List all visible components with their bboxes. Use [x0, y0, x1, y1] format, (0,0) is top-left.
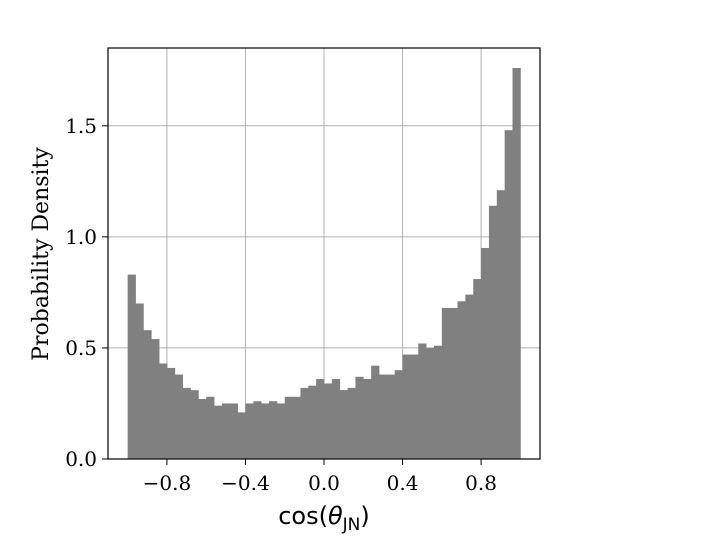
- histogram-bar: [465, 294, 474, 459]
- y-tick-label: 0.0: [65, 447, 97, 471]
- x-tick-label: −0.4: [221, 471, 270, 495]
- histogram-bar: [151, 339, 160, 459]
- histogram-bar: [316, 379, 325, 459]
- y-tick-label: 1.0: [65, 225, 97, 249]
- histogram-bar: [198, 399, 207, 459]
- histogram-bar: [481, 247, 490, 459]
- histogram-bar: [221, 403, 231, 459]
- histogram-bar: [174, 374, 184, 459]
- histogram-bar: [206, 396, 215, 459]
- histogram-bar: [371, 365, 380, 459]
- histogram-bar: [394, 370, 403, 459]
- histogram-bar: [324, 383, 333, 459]
- histogram-bar: [237, 412, 246, 459]
- x-axis-label-base: cos(: [278, 502, 328, 530]
- histogram-bar: [386, 374, 396, 459]
- histogram-bar: [284, 396, 293, 459]
- histogram-bar: [363, 379, 372, 459]
- histogram-bar: [261, 403, 270, 459]
- x-axis-label-symbol: θ: [328, 502, 343, 530]
- histogram-bar: [245, 403, 254, 459]
- histogram-bar: [402, 354, 411, 459]
- histogram-bar: [457, 301, 466, 459]
- histogram-bar: [441, 307, 451, 459]
- histogram-bar: [190, 390, 199, 459]
- histogram-bar: [292, 396, 301, 459]
- histogram-bar: [473, 279, 482, 459]
- x-tick-label: 0.8: [465, 471, 497, 495]
- histogram-bar: [253, 401, 262, 459]
- histogram-bar: [159, 363, 168, 459]
- y-tick-label: 1.5: [65, 114, 97, 138]
- histogram-bar: [143, 330, 152, 459]
- histogram-bar: [426, 347, 435, 459]
- histogram-bar: [378, 374, 388, 459]
- histogram-bar: [182, 387, 191, 459]
- x-tick-label: −0.8: [143, 471, 192, 495]
- histogram-bar: [339, 390, 348, 459]
- histogram-bar: [433, 345, 443, 459]
- x-axis-label: cos(θJN): [278, 502, 370, 535]
- histogram-bar: [347, 387, 356, 459]
- histogram-bar: [355, 376, 364, 459]
- histogram-bar: [269, 401, 278, 459]
- histogram-bar: [135, 303, 144, 459]
- histogram-bars: [127, 67, 521, 459]
- axis-ticks: −0.8 −0.4 0.0 0.4 0.8 0.0 0.5 1.0 1.5: [65, 114, 497, 495]
- histogram-bar: [166, 367, 176, 459]
- histogram-bar: [331, 379, 341, 459]
- histogram-bar: [504, 130, 513, 459]
- y-tick-label: 0.5: [65, 336, 97, 360]
- y-axis-label: Probability Density: [29, 147, 54, 361]
- histogram-bar: [300, 387, 309, 459]
- x-tick-label: 0.4: [387, 471, 419, 495]
- histogram-bar: [410, 354, 419, 459]
- x-axis-label-subscript: JN: [342, 515, 361, 535]
- histogram-bar: [276, 403, 286, 459]
- histogram-bar: [308, 385, 317, 459]
- histogram-bar: [496, 190, 506, 459]
- histogram-bar: [512, 67, 521, 459]
- histogram-bar: [418, 343, 427, 459]
- x-axis-label-close: ): [360, 502, 369, 530]
- histogram-bar: [488, 205, 498, 459]
- x-tick-label: 0.0: [308, 471, 340, 495]
- histogram-bar: [127, 274, 136, 459]
- histogram-bar: [214, 405, 223, 459]
- histogram-bar: [449, 307, 458, 459]
- histogram-bar: [229, 403, 238, 459]
